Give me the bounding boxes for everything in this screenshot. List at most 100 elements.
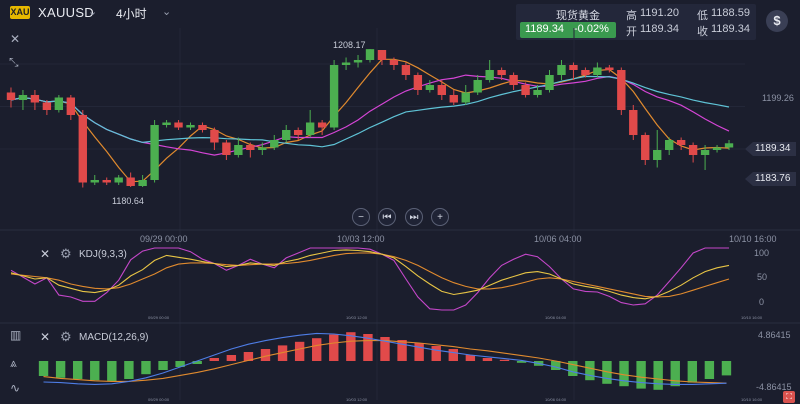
macd-histogram-bar bbox=[704, 361, 715, 379]
dollar-icon[interactable]: $ bbox=[766, 10, 788, 32]
close-macd-icon[interactable]: ✕ bbox=[40, 330, 51, 344]
chevron-down-icon[interactable]: ⌄ bbox=[162, 6, 172, 18]
candle-body bbox=[42, 102, 52, 110]
time-label-4: 10/10 16:00 bbox=[729, 234, 777, 244]
quote-change: -0.02% bbox=[574, 23, 609, 35]
candle-body bbox=[557, 65, 566, 75]
open-value: 1189.34 bbox=[640, 23, 679, 35]
candle-body bbox=[437, 85, 446, 95]
macd-histogram-bar bbox=[602, 361, 612, 384]
macd-histogram-bar bbox=[90, 361, 100, 381]
macd-histogram-bar bbox=[619, 361, 629, 387]
macd-histogram-bar bbox=[431, 346, 441, 361]
scroll-right-button[interactable]: ⏭ bbox=[405, 208, 423, 226]
macd-histogram-bar bbox=[141, 361, 151, 375]
quote-name: 现货黄金 bbox=[556, 10, 600, 22]
macd-histogram-bar bbox=[516, 361, 527, 363]
kdj-tick-50: 50 bbox=[757, 272, 768, 282]
quote-price-box: 1189.34 -0.02% bbox=[520, 22, 616, 38]
candle-body bbox=[66, 97, 76, 115]
gear-icon[interactable]: ⚙ bbox=[60, 329, 72, 344]
candle-body bbox=[389, 60, 399, 65]
candle-body bbox=[593, 67, 602, 75]
symbol-badge: XAU bbox=[10, 6, 30, 19]
min-annotation: 1180.64 bbox=[112, 196, 144, 206]
candle-body bbox=[485, 70, 494, 80]
macd-histogram-bar bbox=[55, 361, 66, 378]
macd-histogram-bar bbox=[482, 358, 493, 361]
kdj-k-line bbox=[10, 249, 730, 300]
candle-body bbox=[210, 130, 219, 143]
macd-histogram-bar bbox=[687, 361, 698, 383]
indicator-chart-icon[interactable]: ▥ bbox=[10, 328, 22, 342]
candle-body bbox=[54, 97, 64, 110]
candle-body bbox=[317, 122, 327, 128]
macd-histogram-bar bbox=[124, 361, 134, 379]
chevron-down-icon[interactable]: ⌄ bbox=[88, 6, 98, 18]
candle-body bbox=[353, 60, 363, 63]
candle-body bbox=[545, 75, 554, 90]
candle-body bbox=[222, 142, 231, 155]
open-label: 开 bbox=[626, 26, 637, 38]
candle-body bbox=[413, 75, 423, 90]
current-price-tag: 1189.34 bbox=[745, 142, 797, 156]
close-icon[interactable]: ✕ bbox=[10, 32, 21, 46]
scroll-left-button[interactable]: ⏮ bbox=[378, 208, 396, 226]
trend-tool-icon[interactable]: ∿ bbox=[10, 381, 21, 395]
close-value: 1189.34 bbox=[711, 23, 750, 35]
candle-body bbox=[664, 140, 674, 150]
kdj-label: KDJ(9,3,3) bbox=[79, 249, 127, 260]
interval-selector[interactable]: 4小时 bbox=[116, 7, 147, 21]
candle-body bbox=[329, 65, 339, 128]
macd-tick-top: 4.86415 bbox=[758, 330, 791, 340]
zoom-out-button[interactable]: − bbox=[352, 208, 370, 226]
macd-mini-time-4: 10/10 16:00 bbox=[741, 397, 763, 402]
macd-histogram-bar bbox=[636, 361, 646, 389]
moving-average-line bbox=[10, 75, 730, 148]
zoom-in-button[interactable]: + bbox=[431, 208, 449, 226]
candle-body bbox=[150, 125, 159, 180]
candle-body bbox=[569, 65, 578, 70]
macd-mini-time-2: 10/03 12:00 bbox=[346, 397, 368, 402]
low-price-tag: 1183.76 bbox=[745, 172, 797, 186]
candle-body bbox=[497, 70, 506, 75]
symbol-selector[interactable]: XAUUSD bbox=[38, 5, 94, 20]
macd-histogram-bar bbox=[414, 343, 424, 361]
kdj-d-line bbox=[10, 252, 730, 298]
macd-histogram-bar bbox=[38, 361, 49, 376]
macd-histogram-bar bbox=[346, 332, 356, 361]
candle-body bbox=[78, 115, 87, 183]
macd-histogram-bar bbox=[260, 349, 271, 361]
candle-body bbox=[617, 70, 626, 110]
macd-histogram-bar bbox=[192, 361, 202, 364]
draw-tool-icon[interactable]: ⩓ bbox=[10, 356, 17, 370]
candle-body bbox=[186, 125, 195, 128]
fullscreen-icon[interactable]: ⛶ bbox=[783, 391, 795, 403]
macd-dea-line bbox=[43, 340, 727, 384]
candle-body bbox=[270, 140, 279, 148]
macd-histogram-bar bbox=[312, 338, 322, 361]
time-label-2: 10/03 12:00 bbox=[337, 234, 385, 244]
close-label: 收 bbox=[697, 26, 708, 38]
macd-histogram-bar bbox=[158, 361, 168, 370]
macd-histogram-bar bbox=[107, 361, 117, 382]
candle-body bbox=[162, 122, 171, 125]
candle-body bbox=[365, 49, 375, 60]
low-label: 低 bbox=[697, 10, 708, 22]
macd-label: MACD(12,26,9) bbox=[79, 332, 149, 343]
collapse-icon[interactable]: ⤡ bbox=[9, 55, 19, 69]
gear-icon[interactable]: ⚙ bbox=[60, 246, 72, 261]
candle-body bbox=[282, 130, 291, 140]
candle-body bbox=[294, 130, 303, 135]
candle-body bbox=[676, 140, 686, 145]
candle-body bbox=[198, 125, 207, 130]
close-kdj-icon[interactable]: ✕ bbox=[40, 247, 51, 261]
kdj-mini-time-1: 09/29 00:00 bbox=[148, 315, 170, 320]
macd-dif-line bbox=[43, 332, 727, 385]
kdj-mini-time-2: 10/03 12:00 bbox=[346, 315, 368, 320]
low-value: 1188.59 bbox=[711, 7, 750, 19]
macd-histogram-bar bbox=[226, 355, 237, 361]
macd-histogram-bar bbox=[551, 361, 561, 370]
high-label: 高 bbox=[626, 10, 637, 22]
